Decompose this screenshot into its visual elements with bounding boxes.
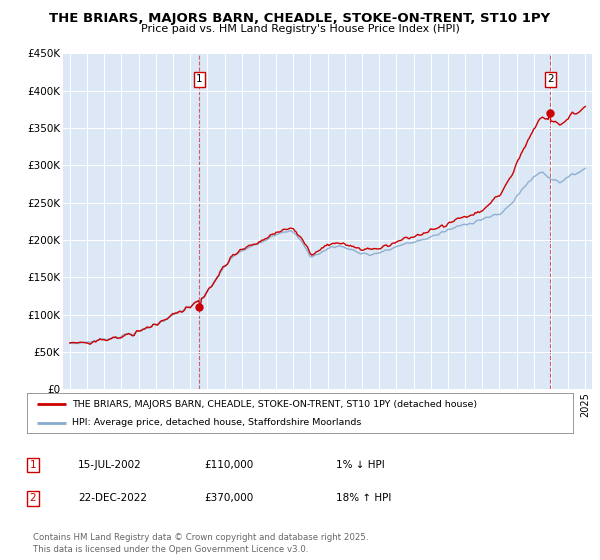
Text: 2: 2 [547,74,554,85]
Text: 22-DEC-2022: 22-DEC-2022 [78,493,147,503]
Text: 1: 1 [196,74,203,85]
Text: HPI: Average price, detached house, Staffordshire Moorlands: HPI: Average price, detached house, Staf… [72,418,361,427]
Text: 2: 2 [29,493,37,503]
Text: Price paid vs. HM Land Registry's House Price Index (HPI): Price paid vs. HM Land Registry's House … [140,24,460,34]
Text: 18% ↑ HPI: 18% ↑ HPI [336,493,391,503]
Text: 1% ↓ HPI: 1% ↓ HPI [336,460,385,470]
Text: 1: 1 [29,460,37,470]
Text: 15-JUL-2002: 15-JUL-2002 [78,460,142,470]
Text: THE BRIARS, MAJORS BARN, CHEADLE, STOKE-ON-TRENT, ST10 1PY: THE BRIARS, MAJORS BARN, CHEADLE, STOKE-… [49,12,551,25]
Text: £110,000: £110,000 [204,460,253,470]
Text: Contains HM Land Registry data © Crown copyright and database right 2025.
This d: Contains HM Land Registry data © Crown c… [33,533,368,554]
Text: £370,000: £370,000 [204,493,253,503]
Text: THE BRIARS, MAJORS BARN, CHEADLE, STOKE-ON-TRENT, ST10 1PY (detached house): THE BRIARS, MAJORS BARN, CHEADLE, STOKE-… [72,399,477,408]
